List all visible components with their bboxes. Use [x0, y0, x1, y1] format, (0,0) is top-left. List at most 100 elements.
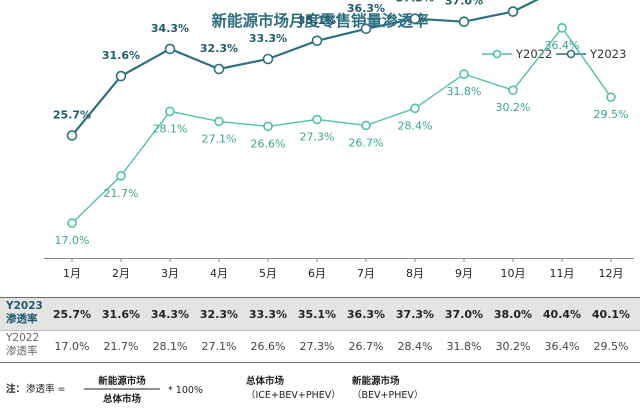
table-cell-y2022-3: 28.1% — [153, 340, 188, 353]
table-cell-y2022-1: 17.0% — [55, 340, 90, 353]
label-y2023-2: 31.6% — [102, 49, 140, 62]
series-y2022-line — [71, 26, 612, 224]
series-y2023-line — [71, 0, 540, 137]
point-y2022-4 — [214, 116, 224, 127]
label-y2023-7: 36.3% — [347, 2, 385, 15]
table-cell-y2023-3: 34.3% — [151, 308, 189, 321]
point-y2022-9 — [459, 69, 469, 79]
row-header-y2023-name: Y2023 — [5, 300, 43, 312]
point-y2023-2 — [115, 70, 127, 82]
table-cell-y2022-12: 29.5% — [594, 340, 629, 353]
label-y2022-6: 27.3% — [300, 130, 335, 143]
label-y2023-6: 35.1% — [298, 14, 336, 27]
point-y2022-12 — [606, 92, 616, 102]
table-cell-y2023-10: 38.0% — [494, 308, 532, 321]
label-y2022-9: 31.8% — [447, 85, 482, 98]
x-tick-label-8: 8月 — [406, 267, 424, 280]
label-y2022-4: 27.1% — [202, 132, 237, 145]
point-y2023-6 — [311, 35, 323, 47]
table-cell-y2022-8: 28.4% — [398, 340, 433, 353]
point-y2023-5 — [262, 53, 274, 65]
table-cell-y2023-6: 35.1% — [298, 308, 336, 321]
label-y2022-3: 28.1% — [153, 122, 188, 135]
note-def2-name: 新能源市场 — [352, 375, 400, 387]
point-y2022-8 — [410, 103, 420, 114]
legend-y2022-marker — [492, 49, 502, 59]
table-cell-y2023-5: 33.3% — [249, 308, 287, 321]
table-cell-y2023-12: 40.1% — [592, 308, 630, 321]
note-times: * 100% — [168, 385, 203, 396]
table-cell-y2023-1: 25.7% — [53, 308, 91, 321]
label-y2022-10: 30.2% — [496, 101, 531, 114]
note-lhs: 渗透率 = — [26, 383, 65, 395]
table-cell-y2022-7: 26.7% — [349, 340, 384, 353]
legend: Y2022 Y2023 — [482, 47, 626, 61]
legend-y2023-marker — [566, 49, 576, 59]
table-cell-y2022-9: 31.8% — [447, 340, 482, 353]
point-y2022-5 — [263, 121, 273, 132]
note-def1-name: 总体市场 — [246, 375, 285, 387]
plot-area: 25.7% 31.6% 34.3% 32.3% 33.3% 35.1% 36.3% 37.3%… — [44, 0, 634, 280]
x-tick-label-6: 6月 — [308, 267, 326, 280]
note-numerator: 新能源市场 — [98, 375, 146, 387]
table-cell-y2023-11: 40.4% — [543, 308, 581, 321]
point-y2022-1 — [67, 218, 77, 228]
table-cell-y2022-5: 26.6% — [251, 340, 286, 353]
label-y2023-3: 34.3% — [151, 22, 189, 35]
point-y2023-4 — [213, 63, 225, 75]
table-cell-y2023-9: 37.0% — [445, 308, 483, 321]
legend-y2023-label: Y2023 — [589, 47, 626, 61]
label-y2022-12: 29.5% — [594, 108, 629, 121]
table-cell-y2023-2: 31.6% — [102, 308, 140, 321]
x-tick-label-2: 2月 — [112, 267, 130, 280]
x-tick-label-1: 1月 — [63, 267, 81, 280]
chart-title: 新能源市场月度零售销量渗透率 — [211, 11, 429, 30]
label-y2022-7: 26.7% — [349, 136, 384, 149]
x-tick-label-4: 4月 — [210, 267, 228, 280]
table-cell-y2023-4: 32.3% — [200, 308, 238, 321]
point-y2023-7 — [360, 23, 372, 35]
point-y2023-10 — [507, 6, 519, 17]
table-cell-y2022-4: 27.1% — [202, 340, 237, 353]
label-y2023-4: 32.3% — [200, 42, 238, 55]
table-cell-y2023-7: 36.3% — [347, 308, 385, 321]
label-y2022-5: 26.6% — [251, 137, 286, 150]
table-cell-y2023-8: 37.3% — [396, 308, 434, 321]
table-cell-y2022-6: 27.3% — [300, 340, 335, 353]
x-tick-label-11: 11月 — [550, 267, 575, 280]
label-y2022-8: 28.4% — [398, 119, 433, 132]
point-y2023-1 — [66, 130, 78, 141]
x-tick-label-3: 3月 — [161, 267, 179, 280]
legend-y2022-label: Y2022 — [515, 47, 552, 61]
point-y2022-7 — [361, 120, 371, 131]
point-y2022-10 — [508, 85, 518, 95]
x-tick-label-9: 9月 — [455, 267, 473, 280]
x-tick-label-10: 10月 — [501, 267, 526, 280]
point-y2022-3 — [165, 106, 175, 117]
point-y2023-3 — [164, 43, 176, 55]
x-tick-label-7: 7月 — [357, 267, 375, 280]
x-tick-label-5: 5月 — [259, 267, 277, 280]
note-def2-desc: （BEV+PHEV） — [352, 389, 423, 401]
point-y2023-8 — [409, 13, 421, 25]
row-header-y2023-label: 渗透率 — [6, 312, 38, 325]
note-denominator: 总体市场 — [103, 393, 142, 405]
label-y2023-9: 37.0% — [445, 0, 483, 8]
label-y2022-11: 36.4% — [545, 39, 580, 52]
note-def1-desc: （ICE+BEV+PHEV） — [246, 389, 341, 401]
point-y2022-2 — [116, 171, 126, 181]
point-y2022-11 — [557, 22, 567, 33]
table-cell-y2022-10: 30.2% — [496, 340, 531, 353]
point-y2022-6 — [312, 114, 322, 125]
label-y2022-1: 17.0% — [55, 234, 90, 247]
row-header-y2022-name: Y2022 — [5, 332, 39, 344]
x-tick-label-12: 12月 — [599, 267, 624, 280]
label-y2022-2: 21.7% — [104, 187, 139, 200]
point-y2023-9 — [458, 16, 470, 28]
table-row-y2023-bg — [0, 298, 640, 330]
label-y2023-8: 37.3% — [396, 0, 434, 5]
label-y2023-1: 25.7% — [53, 109, 91, 122]
